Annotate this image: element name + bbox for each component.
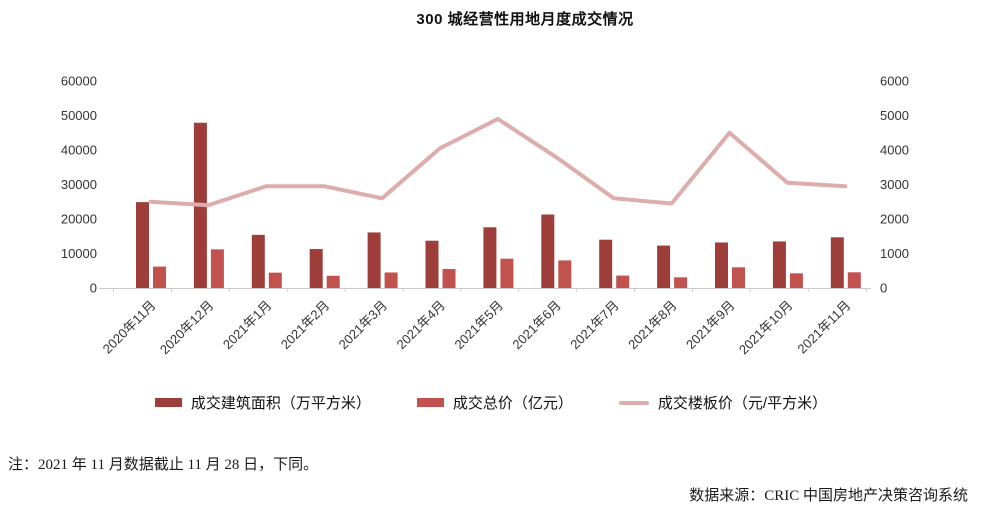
svg-text:20000: 20000 bbox=[61, 212, 97, 227]
svg-text:2021年7月: 2021年7月 bbox=[567, 298, 622, 353]
combo-chart-plot: 0 10000 20000 30000 40000 50000 60000 0 1000 2000… bbox=[61, 74, 909, 358]
svg-text:2021年11月: 2021年11月 bbox=[794, 298, 853, 357]
svg-text:2020年11月: 2020年11月 bbox=[100, 298, 159, 357]
legend-label-floor-price: 成交楼板价（元/平方米） bbox=[657, 395, 828, 412]
svg-text:2021年5月: 2021年5月 bbox=[451, 298, 506, 353]
total-price-bar-swatch-icon bbox=[416, 398, 444, 407]
svg-text:10000: 10000 bbox=[61, 246, 97, 261]
data-source: 数据来源：CRIC 中国房地产决策咨询系统 bbox=[689, 488, 968, 504]
svg-text:0: 0 bbox=[90, 281, 97, 296]
legend-label-total-price: 成交总价（亿元） bbox=[452, 395, 573, 412]
svg-text:2021年1月: 2021年1月 bbox=[220, 298, 275, 353]
floor-area-bar-swatch-icon bbox=[154, 398, 182, 407]
legend: 成交建筑面积（万平方米） 成交总价（亿元） 成交楼板价（元/平方米） bbox=[0, 392, 982, 413]
svg-text:2000: 2000 bbox=[880, 212, 909, 227]
svg-text:3000: 3000 bbox=[880, 177, 909, 192]
svg-text:5000: 5000 bbox=[880, 108, 909, 123]
svg-text:2021年9月: 2021年9月 bbox=[683, 298, 738, 353]
svg-text:30000: 30000 bbox=[61, 177, 97, 192]
chart-title: 300 城经营性用地月度成交情况 bbox=[416, 11, 634, 28]
svg-text:2021年8月: 2021年8月 bbox=[625, 298, 680, 353]
svg-text:2020年12月: 2020年12月 bbox=[157, 298, 217, 358]
svg-text:2021年6月: 2021年6月 bbox=[509, 298, 564, 353]
svg-text:6000: 6000 bbox=[880, 74, 909, 89]
svg-text:0: 0 bbox=[880, 281, 887, 296]
legend-label-floor-area: 成交建筑面积（万平方米） bbox=[190, 395, 371, 412]
svg-text:1000: 1000 bbox=[880, 246, 909, 261]
svg-text:2021年3月: 2021年3月 bbox=[336, 298, 391, 353]
legend-item-total-price: 成交总价（亿元） bbox=[416, 392, 573, 413]
svg-text:2021年4月: 2021年4月 bbox=[394, 298, 449, 353]
svg-text:50000: 50000 bbox=[61, 108, 97, 123]
svg-text:4000: 4000 bbox=[880, 143, 909, 158]
svg-text:2021年2月: 2021年2月 bbox=[278, 298, 333, 353]
legend-item-floor-area: 成交建筑面积（万平方米） bbox=[154, 392, 371, 413]
footnote: 注：2021 年 11 月数据截止 11 月 28 日，下同。 bbox=[8, 457, 319, 473]
svg-text:60000: 60000 bbox=[61, 74, 97, 89]
legend-item-floor-price: 成交楼板价（元/平方米） bbox=[618, 392, 828, 413]
svg-text:40000: 40000 bbox=[61, 143, 97, 158]
floor-price-line-swatch-icon bbox=[618, 400, 649, 405]
svg-text:2021年10月: 2021年10月 bbox=[736, 298, 796, 358]
